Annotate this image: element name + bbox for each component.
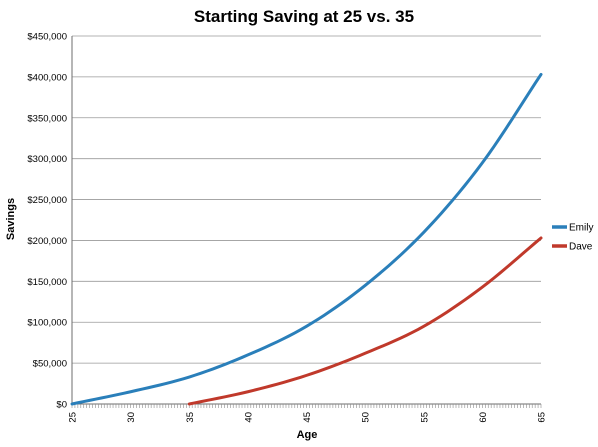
x-tick-label: 40 bbox=[243, 412, 254, 423]
gridlines bbox=[71, 35, 541, 405]
y-tick-label: $100,000 bbox=[27, 318, 67, 329]
series-line-dave bbox=[187, 236, 543, 406]
legend: Emily Dave bbox=[552, 223, 593, 253]
series-line-emily bbox=[70, 72, 543, 406]
y-tick-label: $300,000 bbox=[27, 154, 67, 165]
y-tick-label: $50,000 bbox=[33, 359, 67, 370]
x-tick-label: 65 bbox=[537, 412, 548, 423]
y-tick-label: $150,000 bbox=[27, 277, 67, 288]
x-axis-label: Age bbox=[297, 429, 318, 441]
y-axis-label: Savings bbox=[5, 198, 17, 240]
y-tick-label: $450,000 bbox=[27, 32, 67, 43]
x-tick-label: 45 bbox=[302, 412, 313, 423]
y-tick-label: $350,000 bbox=[27, 113, 67, 124]
x-tick-label: 30 bbox=[126, 412, 137, 423]
y-axis: $0 $50,000 $100,000 $150,000 $200,000 $250,00… bbox=[27, 32, 67, 411]
x-tick-label: 55 bbox=[419, 412, 430, 423]
y-tick-label: $400,000 bbox=[27, 72, 67, 83]
legend-label-dave: Dave bbox=[569, 242, 593, 253]
legend-label-emily: Emily bbox=[569, 223, 593, 234]
series-lines bbox=[70, 72, 543, 406]
x-tick-label: 50 bbox=[361, 412, 372, 423]
y-tick-label: $200,000 bbox=[27, 236, 67, 247]
chart-title: Starting Saving at 25 vs. 35 bbox=[194, 7, 414, 26]
y-tick-label: $0 bbox=[56, 400, 67, 411]
x-tick-label: 35 bbox=[185, 412, 196, 423]
x-axis: 25 30 35 40 45 50 55 60 65 bbox=[68, 404, 548, 423]
y-tick-label: $250,000 bbox=[27, 195, 67, 206]
x-tick-label: 60 bbox=[478, 412, 489, 423]
x-tick-label: 25 bbox=[68, 412, 79, 423]
